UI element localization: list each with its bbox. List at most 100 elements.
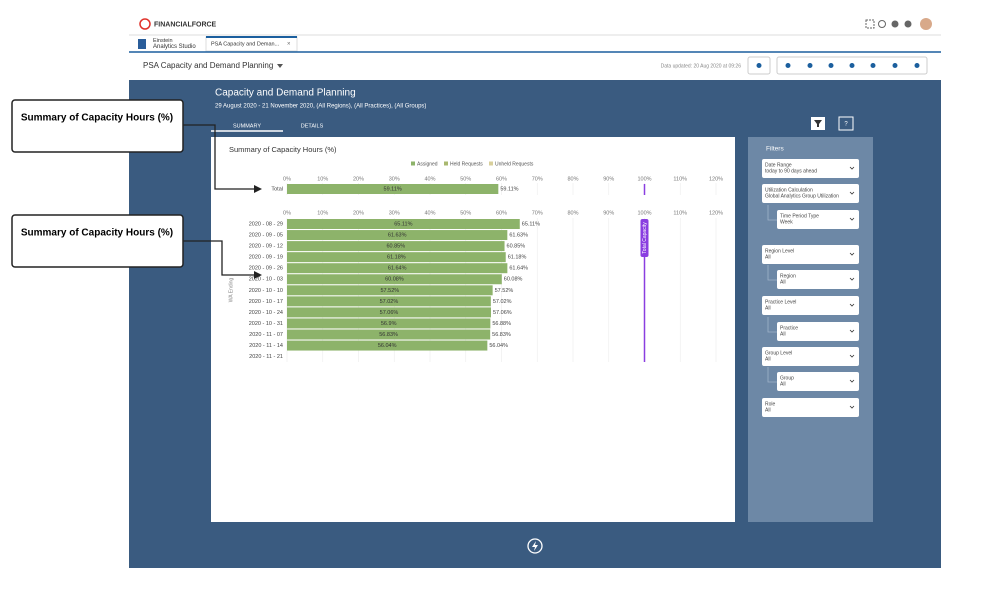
dashboard-subtitle: 29 August 2020 - 21 November 2020, (All … [215, 104, 426, 110]
category-label: 2020 - 09 - 12 [249, 244, 283, 250]
chevron [849, 354, 855, 358]
bar-inner-label: 65.11% [394, 221, 412, 227]
category-label: 2020 - 10 - 24 [249, 310, 283, 316]
filter-value: All [765, 254, 771, 260]
category-label: 2020 - 11 - 14 [249, 343, 283, 349]
toolbar-icon [849, 63, 855, 68]
bar [287, 296, 491, 307]
chevron [849, 252, 855, 256]
bell-icon[interactable] [904, 20, 912, 28]
connector [767, 367, 777, 383]
chevron [849, 166, 855, 170]
filter-label: Utilization Calculation [765, 187, 813, 193]
filter-dropdown[interactable] [777, 322, 859, 341]
bar-inner-label: 57.02% [380, 299, 399, 305]
value-label: 57.02% [493, 299, 512, 305]
value-label: 56.88% [492, 321, 511, 327]
dashboard-title: Capacity and Demand Planning [215, 88, 356, 99]
category-label: Total [271, 186, 283, 192]
legend-label: Held Requests [450, 161, 483, 167]
legend-label: Unheld Requests [495, 161, 534, 167]
bar-inner-label: 57.52% [380, 288, 399, 294]
filter-dropdown[interactable] [762, 245, 859, 264]
callout-arrow [183, 240, 260, 276]
category-label: 2020 - 11 - 07 [249, 332, 283, 338]
value-label: 61.18% [508, 255, 527, 261]
tab-label[interactable]: PSA Capacity and Deman... [211, 41, 280, 47]
data-updated: Data updated: 20 Aug 2020 at 09:26 [661, 63, 742, 69]
x-tick-label: 110% [673, 176, 687, 182]
bar [287, 307, 491, 318]
filter-dropdown[interactable] [777, 210, 859, 229]
x-tick-label: 30% [389, 176, 400, 182]
filter-value: Week [780, 219, 793, 225]
x-tick-label: 120% [709, 176, 723, 182]
help-button[interactable] [838, 116, 854, 131]
brand: FINANCIALFORCE [154, 21, 217, 28]
settings-icon[interactable] [891, 20, 899, 28]
app-name: Einstein [153, 38, 173, 44]
x-tick-label: 80% [567, 210, 578, 216]
filter-icon [814, 120, 822, 127]
filter-dropdown[interactable] [762, 347, 859, 366]
dropdown-icon[interactable] [277, 64, 283, 68]
filter-dropdown[interactable] [777, 270, 859, 289]
x-tick-label: 50% [460, 176, 471, 182]
filter-label: Time Period Type [780, 213, 819, 219]
help-label[interactable]: ? [844, 122, 848, 128]
toolbar-icon [914, 63, 920, 68]
bar-inner-label: 60.85% [386, 244, 405, 250]
filter-dropdown[interactable] [762, 159, 859, 178]
filter-dropdown[interactable] [762, 398, 859, 417]
value-label: 57.06% [493, 310, 512, 316]
chevron [849, 277, 855, 281]
bar-inner-label: 57.06% [380, 310, 399, 316]
category-label: 2020 - 10 - 03 [249, 277, 283, 283]
value-label: 60.08% [504, 277, 523, 283]
x-tick-label: 50% [460, 210, 471, 216]
legend-swatch [411, 161, 415, 166]
x-tick-label: 60% [496, 210, 507, 216]
chevron [849, 191, 855, 195]
bar-inner-label: 61.18% [387, 255, 406, 261]
toolbar-icon [870, 63, 876, 68]
bar-inner-label: 61.63% [388, 233, 407, 239]
arrowhead [254, 271, 262, 279]
filter-dropdown[interactable] [777, 372, 859, 391]
x-tick-label: 90% [603, 176, 614, 182]
legend-label: Assigned [417, 161, 438, 167]
bar-inner-label: 56.9% [381, 321, 397, 327]
bar [287, 184, 499, 194]
bar [287, 329, 491, 340]
x-tick-label: 120% [709, 210, 723, 216]
value-label: 57.52% [495, 288, 514, 294]
bar [287, 285, 493, 296]
value-label: 65.11% [522, 221, 540, 227]
connector [767, 265, 777, 281]
tab-details[interactable]: DETAILS [301, 123, 324, 129]
toolbar-icon [828, 63, 834, 68]
x-tick-label: 70% [532, 210, 543, 216]
callout-text: Summary of Capacity Hours (%) [21, 113, 173, 124]
bar [287, 252, 506, 263]
filter-dropdown[interactable] [762, 184, 859, 203]
apps-icon[interactable] [865, 19, 875, 29]
tab-close[interactable]: × [287, 42, 291, 48]
category-label: 2020 - 09 - 26 [249, 266, 283, 272]
tab-summary[interactable]: SUMMARY [233, 123, 261, 129]
chevron [849, 329, 855, 333]
toolbar-icon [892, 63, 898, 68]
x-tick-label: 30% [389, 210, 400, 216]
filter-label: Practice [780, 325, 798, 331]
bar [287, 318, 491, 329]
callout-box [11, 214, 184, 268]
avatar[interactable] [920, 18, 932, 30]
value-label: 56.83% [492, 332, 511, 338]
toolbar-icon [756, 63, 762, 68]
help-icon[interactable] [878, 20, 886, 28]
bar-inner-label: 60.08% [385, 277, 404, 283]
category-label: 2020 - 11 - 21 [249, 354, 283, 360]
filter-dropdown[interactable] [762, 296, 859, 315]
